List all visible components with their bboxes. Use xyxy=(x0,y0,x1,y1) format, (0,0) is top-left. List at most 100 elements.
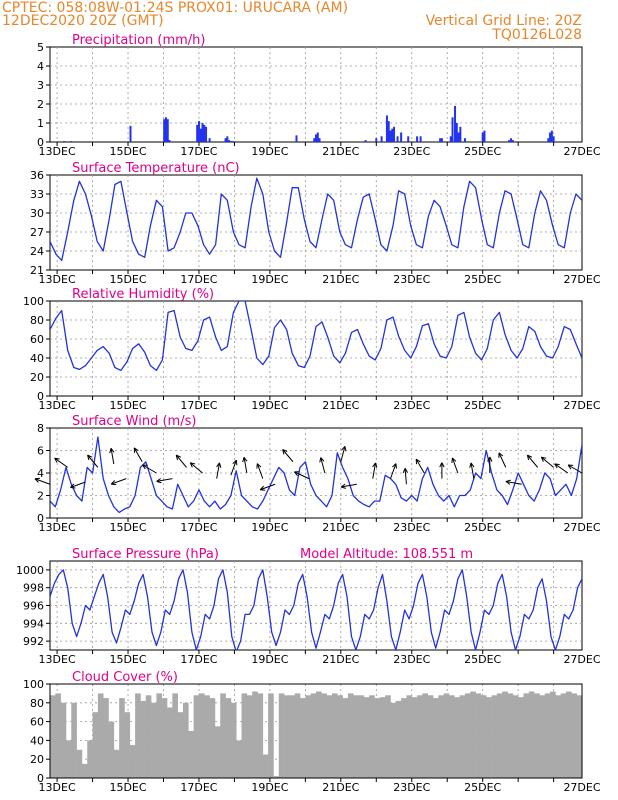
cloud-ytick-label: 100 xyxy=(23,678,44,691)
precip-title: Precipitation (mm/h) xyxy=(72,33,205,48)
cloud-bar xyxy=(411,697,418,778)
cloud-bar xyxy=(204,695,210,778)
wind-xtick-label: 17DEC xyxy=(180,521,217,534)
wind-ytick-label: 8 xyxy=(37,422,44,435)
precip-bar xyxy=(508,140,511,142)
cloud-bar xyxy=(145,695,152,778)
precip-bar xyxy=(439,138,442,142)
wind-vector xyxy=(402,468,409,485)
cloud-bar xyxy=(502,691,508,778)
wind-vector xyxy=(110,478,127,486)
cloud-title: Cloud Cover (%) xyxy=(72,670,178,685)
precip-bar xyxy=(203,124,206,142)
cloud-bar xyxy=(470,691,476,778)
temp-ytick-label: 33 xyxy=(30,188,44,201)
precip-ytick-label: 0 xyxy=(37,136,44,149)
cloud-bar xyxy=(172,693,178,778)
temp-xtick-label: 25DEC xyxy=(464,273,501,286)
header-line2-left: 12DEC2020 20Z (GMT) xyxy=(2,13,164,29)
rh-frame xyxy=(49,300,583,397)
temp-ytick-label: 21 xyxy=(30,264,44,277)
cloud-bar xyxy=(544,693,551,778)
precip-bar xyxy=(315,134,317,142)
cloud-bar xyxy=(113,749,120,778)
pressure-ytick-label: 996 xyxy=(23,600,44,613)
temp-xtick-label: 21DEC xyxy=(322,273,359,286)
wind-vector xyxy=(567,464,583,474)
wind-xtick-label: 13DEC xyxy=(39,521,76,534)
cloud-bar xyxy=(427,695,434,778)
rh-ytick-label: 60 xyxy=(30,333,44,346)
cloud-bar xyxy=(294,693,301,778)
precip-bar xyxy=(454,105,457,142)
wind-vector xyxy=(156,478,173,484)
wind-vector xyxy=(340,483,357,489)
precip-bar xyxy=(457,132,460,142)
rh-ytick-label: 0 xyxy=(37,390,44,403)
precip-xtick-label: 25DEC xyxy=(464,145,501,158)
cloud-bar xyxy=(566,691,572,778)
precip-bar xyxy=(481,132,484,142)
wind-vector xyxy=(340,445,347,462)
precip-bar xyxy=(463,138,466,142)
rh-ytick-label: 80 xyxy=(30,314,44,327)
cloud-bar xyxy=(300,698,306,778)
precip-xtick-label: 27DEC xyxy=(563,145,600,158)
cloud-bar xyxy=(225,698,232,778)
cloud-bar xyxy=(385,695,391,778)
cloud-bar xyxy=(475,693,482,778)
cloud-bar xyxy=(103,698,109,778)
rh-ytick-label: 100 xyxy=(23,295,44,308)
cloud-bar xyxy=(262,754,269,778)
precip-bar xyxy=(511,140,514,142)
cloud-xtick-label: 21DEC xyxy=(322,781,359,794)
cloud-xtick-label: 25DEC xyxy=(464,781,501,794)
cloud-bar xyxy=(230,702,237,778)
rh-xtick-label: 23DEC xyxy=(393,399,430,412)
temp-xtick-label: 23DEC xyxy=(393,273,430,286)
cloud-bar xyxy=(124,712,131,778)
cloud-bar xyxy=(374,698,381,778)
wind-vector xyxy=(142,464,157,474)
cloud-bar xyxy=(395,700,402,778)
precip-bar xyxy=(389,130,392,142)
wind-series-line xyxy=(50,436,582,514)
cloud-xtick-label: 23DEC xyxy=(393,781,430,794)
cloud-bar xyxy=(305,695,311,778)
precip-bar xyxy=(552,136,555,142)
precip-bar xyxy=(375,138,378,142)
wind-vector xyxy=(34,477,51,485)
cloud-bar xyxy=(417,695,423,778)
pressure-xtick-label: 19DEC xyxy=(251,653,288,666)
cloud-bar xyxy=(550,691,556,778)
precip-bar xyxy=(483,130,486,142)
wind-vector xyxy=(469,462,475,479)
pressure-series-line xyxy=(50,569,582,650)
cloud-bar xyxy=(486,697,492,778)
cloud-bar xyxy=(81,763,88,778)
wind-vector xyxy=(319,457,326,474)
cloud-bar xyxy=(353,695,359,778)
cloud-bar xyxy=(480,695,487,778)
wind-vector xyxy=(487,456,493,473)
pressure-ytick-label: 994 xyxy=(23,617,44,630)
precip-bar xyxy=(70,141,73,142)
precip-bar xyxy=(549,132,552,142)
pressure-xtick-label: 21DEC xyxy=(322,653,359,666)
cloud-bar xyxy=(135,693,141,778)
cloud-xtick-label: 15DEC xyxy=(109,781,146,794)
precip-bar xyxy=(63,141,66,142)
precip-bar xyxy=(168,140,171,142)
pressure-ytick-label: 998 xyxy=(23,582,44,595)
cloud-bar xyxy=(60,702,67,778)
precip-xtick-label: 23DEC xyxy=(393,145,430,158)
cloud-bar xyxy=(449,695,455,778)
precip-xtick-label: 19DEC xyxy=(251,145,288,158)
wind-vector xyxy=(189,462,203,474)
pressure-xtick-label: 25DEC xyxy=(464,653,501,666)
wind-vector xyxy=(282,449,294,463)
cloud-bar xyxy=(459,695,466,778)
precip-bar xyxy=(229,141,232,142)
cloud-bar xyxy=(496,693,503,778)
